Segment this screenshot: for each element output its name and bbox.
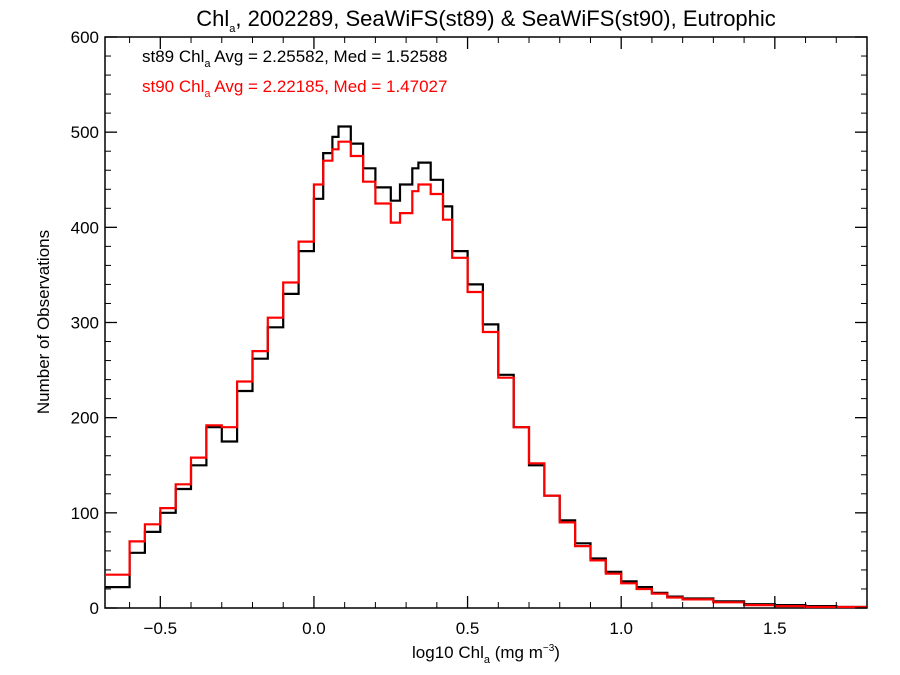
tick-layer: −0.5 0.0 0.5 1.0 1.5 0 100 200 300 400 500 600 [71, 28, 868, 638]
x-tick-label: 1.5 [763, 619, 787, 638]
x-tick-label: 0.0 [302, 619, 326, 638]
y-tick-label: 100 [71, 504, 99, 523]
y-tick-label: 200 [71, 409, 99, 428]
x-tick-label: 1.0 [609, 619, 633, 638]
series-layer [105, 125, 867, 609]
x-tick-label: 0.5 [456, 619, 480, 638]
y-tick-label: 400 [71, 218, 99, 237]
legend-st89: st89 Chla Avg = 2.25582, Med = 1.52588 [142, 47, 447, 70]
y-axis-label: Number of Observations [34, 230, 53, 414]
series-line-st90 [105, 140, 867, 609]
y-tick-label: 0 [90, 599, 99, 618]
y-tick-label: 300 [71, 314, 99, 333]
y-tick-label: 600 [71, 28, 99, 47]
y-tick-label: 500 [71, 123, 99, 142]
plot-frame [104, 36, 868, 609]
x-axis-label: log10 Chla (mg m−3) [412, 643, 560, 666]
chart-title: Chla, 2002289, SeaWiFS(st89) & SeaWiFS(s… [196, 6, 776, 35]
legend-st90: st90 Chla Avg = 2.22185, Med = 1.47027 [142, 77, 447, 100]
series-line-st89 [105, 125, 867, 609]
x-tick-label: −0.5 [144, 619, 178, 638]
